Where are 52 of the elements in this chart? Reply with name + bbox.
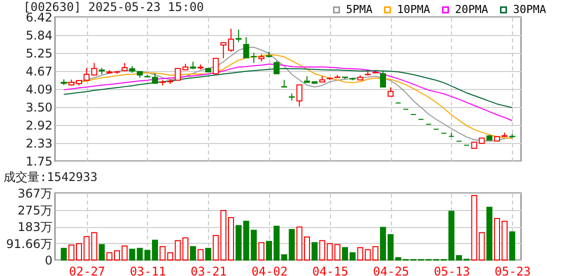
chart-title: 成交量:1542933 [4,170,98,184]
line-series [63,68,513,108]
legend-label: 30PMA [513,2,546,16]
line-series [63,64,513,122]
legend-label: 10PMA [397,2,430,16]
x-tick-label: 03-11 [130,264,166,276]
candlestick [236,29,242,42]
bar [471,195,478,260]
bar [478,232,485,260]
y-tick-label: 367万 [18,186,52,200]
bar [288,229,295,260]
y-tick-label: 183万 [18,220,52,234]
candlestick [243,36,250,59]
candlestick [274,60,280,75]
bar [60,248,67,260]
bar [312,242,318,260]
bar [190,246,196,260]
y-tick-label: 2.33 [26,136,52,151]
x-tick-label: 03-21 [190,264,227,276]
y-tick-label: 4.67 [26,64,52,78]
bar [198,249,204,260]
bar [205,248,212,260]
bar [486,206,492,260]
bar [319,240,326,260]
candlestick [296,84,302,107]
y-tick-label: 91.66万 [6,236,52,251]
chart-title: [002630] 2025-05-23 15:00 [23,0,204,14]
y-tick-label: 5.25 [26,46,52,61]
bar [258,242,264,260]
bar [250,230,257,260]
y-tick-label: 3.50 [26,100,52,115]
y-tick-label: 0 [44,254,52,268]
y-tick-label: 275万 [18,203,52,218]
bar [509,231,516,260]
x-tick-label: 04-25 [373,264,410,276]
x-tick-label: 02-27 [69,264,106,276]
x-tick-label: 04-15 [312,264,348,276]
x-tick-label: 05-23 [494,264,531,276]
y-tick-label: 1.75 [26,154,52,168]
candlestick [212,58,219,75]
candlestick [380,70,386,88]
bar [98,244,105,260]
y-tick-label: 5.84 [26,28,52,42]
x-tick-label: 04-02 [251,264,288,276]
bar [357,247,364,260]
legend-label: 5PMA [346,2,373,16]
x-tick-label: 05-13 [434,264,470,276]
bar [129,248,136,260]
legend-label: 20PMA [455,2,488,16]
y-tick-label: 4.09 [26,82,52,96]
y-tick-label: 2.92 [26,118,52,132]
candlestick [250,52,257,64]
